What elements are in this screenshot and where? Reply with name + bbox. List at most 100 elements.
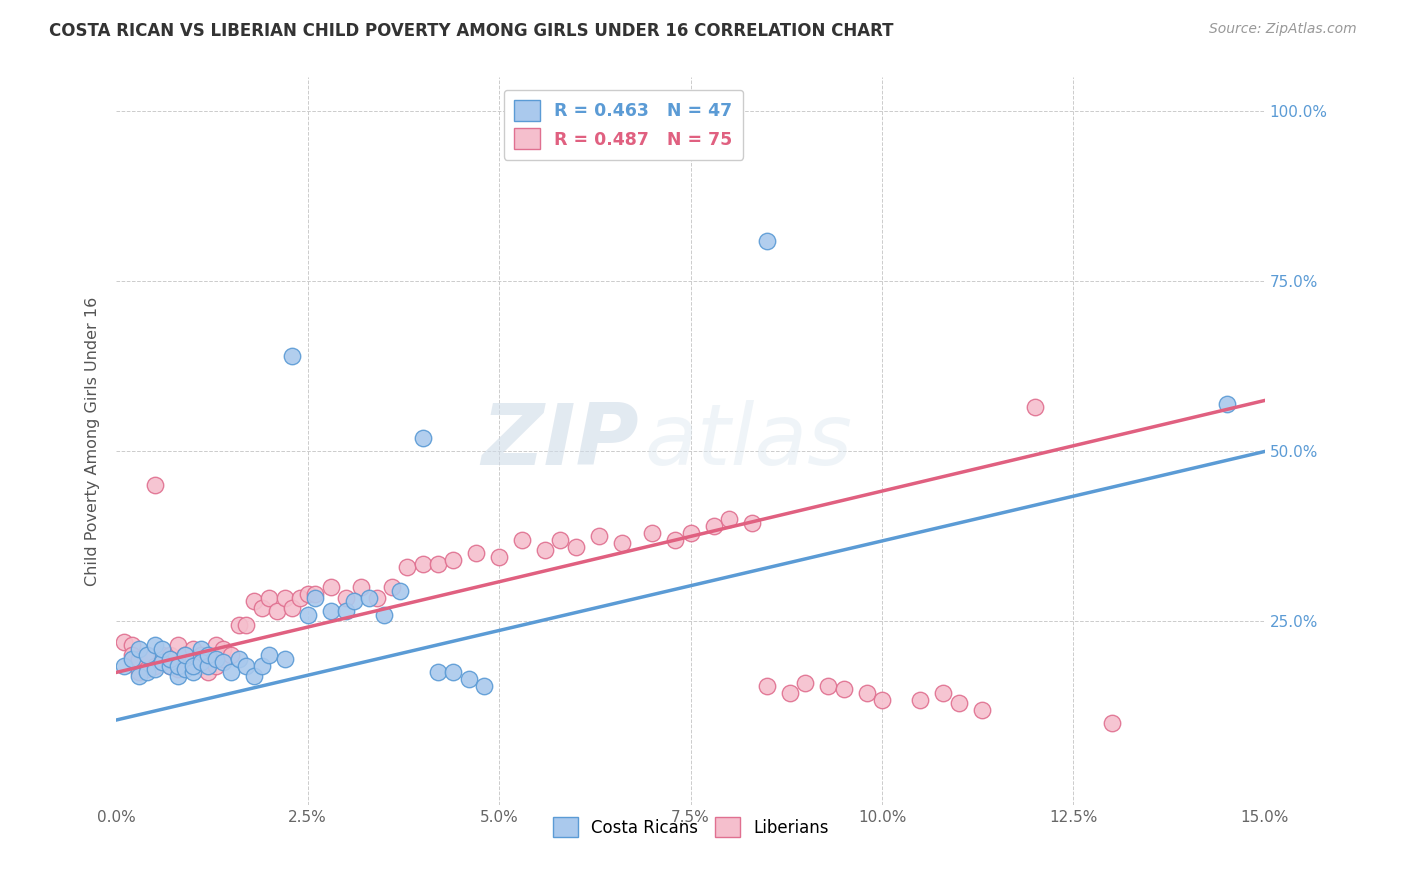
Point [143, 662, 166, 676]
Point [235, 617, 257, 632]
Point [219, 648, 242, 663]
Point [128, 652, 150, 666]
Point [159, 658, 181, 673]
Point [779, 686, 801, 700]
Point [357, 591, 380, 605]
Point [534, 543, 557, 558]
Point [335, 604, 357, 618]
Point [288, 591, 311, 605]
Point [212, 641, 235, 656]
Point [143, 638, 166, 652]
Point [319, 581, 342, 595]
Point [204, 652, 226, 666]
Point [174, 662, 197, 676]
Point [588, 529, 610, 543]
Point [679, 526, 702, 541]
Point [350, 581, 373, 595]
Point [266, 604, 288, 618]
Text: COSTA RICAN VS LIBERIAN CHILD POVERTY AMONG GIRLS UNDER 16 CORRELATION CHART: COSTA RICAN VS LIBERIAN CHILD POVERTY AM… [49, 22, 894, 40]
Point [564, 540, 586, 554]
Point [166, 669, 188, 683]
Point [135, 662, 157, 676]
Point [235, 658, 257, 673]
Point [174, 648, 197, 663]
Point [204, 658, 226, 673]
Point [441, 665, 464, 680]
Point [366, 591, 388, 605]
Point [143, 658, 166, 673]
Point [664, 533, 686, 547]
Point [228, 652, 250, 666]
Point [174, 658, 197, 673]
Point [870, 692, 893, 706]
Point [441, 553, 464, 567]
Point [373, 607, 395, 622]
Point [181, 658, 204, 673]
Point [510, 533, 533, 547]
Point [150, 641, 173, 656]
Point [304, 591, 326, 605]
Point [426, 557, 449, 571]
Point [197, 652, 219, 666]
Point [135, 648, 157, 663]
Point [488, 549, 510, 564]
Point [150, 655, 173, 669]
Point [121, 648, 143, 663]
Point [159, 652, 181, 666]
Y-axis label: Child Poverty Among Girls Under 16: Child Poverty Among Girls Under 16 [86, 297, 100, 586]
Point [465, 546, 488, 560]
Point [381, 581, 404, 595]
Point [412, 431, 434, 445]
Point [832, 682, 855, 697]
Point [159, 648, 181, 663]
Point [426, 665, 449, 680]
Point [135, 648, 157, 663]
Point [181, 665, 204, 680]
Point [412, 557, 434, 571]
Point [457, 672, 479, 686]
Point [159, 658, 181, 673]
Point [143, 478, 166, 492]
Point [472, 679, 495, 693]
Point [297, 587, 319, 601]
Point [250, 658, 273, 673]
Point [197, 658, 219, 673]
Point [212, 652, 235, 666]
Point [128, 665, 150, 680]
Point [174, 648, 197, 663]
Text: Source: ZipAtlas.com: Source: ZipAtlas.com [1209, 22, 1357, 37]
Point [717, 512, 740, 526]
Point [855, 686, 877, 700]
Point [319, 604, 342, 618]
Point [135, 665, 157, 680]
Point [250, 600, 273, 615]
Point [948, 696, 970, 710]
Point [150, 655, 173, 669]
Point [181, 641, 204, 656]
Point [128, 669, 150, 683]
Point [166, 638, 188, 652]
Point [396, 560, 419, 574]
Point [121, 638, 143, 652]
Point [641, 526, 664, 541]
Point [181, 652, 204, 666]
Text: atlas: atlas [644, 400, 852, 483]
Point [281, 349, 304, 363]
Point [259, 648, 281, 663]
Point [610, 536, 633, 550]
Point [243, 594, 266, 608]
Point [259, 591, 281, 605]
Point [112, 658, 135, 673]
Point [190, 641, 212, 656]
Point [817, 679, 839, 693]
Point [756, 234, 779, 248]
Point [166, 658, 188, 673]
Point [166, 662, 188, 676]
Point [1024, 401, 1046, 415]
Point [388, 583, 411, 598]
Point [112, 635, 135, 649]
Point [1101, 716, 1123, 731]
Point [197, 648, 219, 663]
Point [910, 692, 932, 706]
Point [274, 652, 297, 666]
